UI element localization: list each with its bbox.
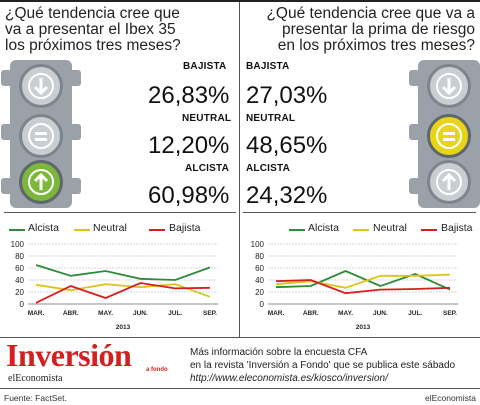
left-legend-alcista: Alcista: [28, 222, 59, 234]
x-tick-label: JUN.: [133, 310, 148, 317]
right-line-chart: 0 20 40 60 80 100 MAR. ABR. MAY. JUN. JUL. SEP. 2013: [251, 240, 458, 331]
y-tick-label: 100: [11, 240, 25, 249]
left-label-neutral: NEUTRAL: [182, 113, 232, 124]
x-axis-label: 2013: [116, 324, 131, 331]
x-tick-label: MAR.: [268, 310, 285, 317]
x-tick-label: SEP.: [203, 310, 217, 317]
x-tick-label: MAY.: [98, 310, 113, 317]
x-tick-label: MAY.: [338, 310, 353, 317]
inversion-logo: Inversión a fondo elEconomista: [6, 337, 176, 385]
banner-line-2: en la revista 'Inversión a Fondo' que se…: [190, 360, 456, 371]
x-axis-label: 2013: [356, 324, 371, 331]
y-tick-label: 20: [15, 288, 24, 297]
y-tick-label: 20: [255, 288, 264, 297]
left-rule: [4, 212, 236, 213]
x-tick-label: ABR.: [303, 310, 319, 317]
right-traffic-light: [409, 60, 480, 208]
left-legend-neutral: Neutral: [93, 222, 127, 234]
right-label-neutral: NEUTRAL: [246, 113, 296, 124]
left-legend-bajista: Bajista: [169, 222, 201, 234]
y-tick-label: 60: [15, 264, 24, 273]
x-tick-label: JUL.: [408, 310, 422, 317]
down-arrow-icon: [19, 64, 63, 108]
right-value-alcista: 24,32%: [246, 182, 328, 209]
right-label-alcista: ALCISTA: [246, 163, 290, 174]
series-line-bajista: [275, 279, 451, 295]
banner-line-1: Más información sobre la encuesta CFA: [190, 347, 368, 358]
left-value-bajista: 26,83%: [148, 82, 230, 109]
left-traffic-light: [1, 60, 81, 208]
y-tick-label: 0: [260, 300, 265, 309]
banner-bottom-rule: [0, 388, 480, 389]
y-tick-label: 0: [20, 300, 25, 309]
right-legend-alcista: Alcista: [308, 222, 339, 234]
left-value-alcista: 60,98%: [148, 182, 230, 209]
banner-text: Más información sobre la encuesta CFA en…: [190, 346, 478, 385]
down-arrow-icon: [427, 64, 471, 108]
series-line-neutral: [275, 273, 451, 289]
right-legend-neutral-swatch: [353, 229, 369, 231]
equals-icon: [427, 114, 471, 158]
left-label-bajista: BAJISTA: [183, 61, 227, 72]
equals-icon: [19, 114, 63, 158]
source-note: Fuente: FactSet.: [4, 393, 67, 403]
up-arrow-icon: [19, 160, 63, 204]
right-legend-bajista-swatch: [421, 229, 437, 231]
center-divider: [239, 2, 240, 337]
right-value-neutral: 48,65%: [246, 132, 328, 159]
right-legend-alcista-swatch: [289, 229, 305, 231]
x-tick-label: ABR.: [63, 310, 79, 317]
right-question: ¿Qué tendencia cree que va a presentar l…: [266, 5, 475, 54]
up-arrow-icon: [427, 160, 471, 204]
series-line-bajista: [35, 282, 211, 304]
logo-brand: elEconomista: [8, 373, 63, 384]
footer-brand: elEconomista: [424, 393, 476, 403]
right-legend-neutral: Neutral: [373, 222, 407, 234]
y-tick-label: 80: [15, 252, 24, 261]
right-legend-bajista: Bajista: [441, 222, 473, 234]
left-legend-alcista-swatch: [9, 229, 25, 231]
y-tick-label: 40: [255, 276, 264, 285]
x-tick-label: JUL.: [168, 310, 182, 317]
left-question: ¿Qué tendencia cree que va a presentar e…: [5, 5, 181, 54]
left-label-alcista: ALCISTA: [185, 163, 229, 174]
y-tick-label: 60: [255, 264, 264, 273]
top-rule: [0, 0, 480, 2]
logo-title: Inversión: [6, 337, 132, 373]
right-rule: [243, 212, 476, 213]
y-tick-label: 40: [15, 276, 24, 285]
right-label-bajista: BAJISTA: [246, 61, 290, 72]
y-tick-label: 80: [255, 252, 264, 261]
y-tick-label: 100: [251, 240, 265, 249]
logo-sub: a fondo: [146, 367, 168, 373]
left-line-chart: 0 20 40 60 80 100 MAR. ABR. MAY. JUN. JUL. SEP. 2013: [11, 240, 218, 331]
banner-top-rule: [0, 337, 480, 338]
x-tick-label: SEP.: [443, 310, 457, 317]
series-line-alcista: [35, 264, 211, 281]
left-value-neutral: 12,20%: [148, 132, 230, 159]
x-tick-label: MAR.: [28, 310, 45, 317]
x-tick-label: JUN.: [373, 310, 388, 317]
right-value-bajista: 27,03%: [246, 82, 328, 109]
banner-link[interactable]: http://www.eleconomista.es/kiosco/invers…: [190, 373, 388, 384]
left-legend-neutral-swatch: [74, 229, 90, 231]
series-line-alcista: [275, 270, 451, 291]
left-legend-bajista-swatch: [149, 229, 165, 231]
